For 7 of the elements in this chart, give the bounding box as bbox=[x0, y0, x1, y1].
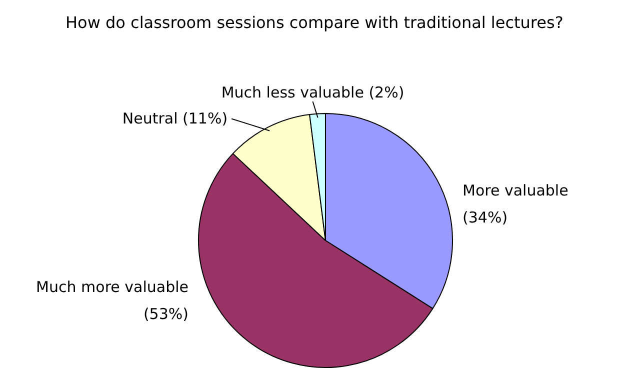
slice-label: Neutral (11%) bbox=[122, 110, 228, 128]
slice-label: Much less valuable (2%) bbox=[221, 84, 404, 102]
data-label: (53%) bbox=[143, 305, 189, 324]
slice-label: Much more valuable bbox=[36, 278, 189, 296]
slice-label: More valuable bbox=[462, 181, 568, 200]
data-label: (34%) bbox=[462, 208, 508, 226]
chart-title: How do classroom sessions compare with traditional lectures? bbox=[66, 13, 564, 32]
